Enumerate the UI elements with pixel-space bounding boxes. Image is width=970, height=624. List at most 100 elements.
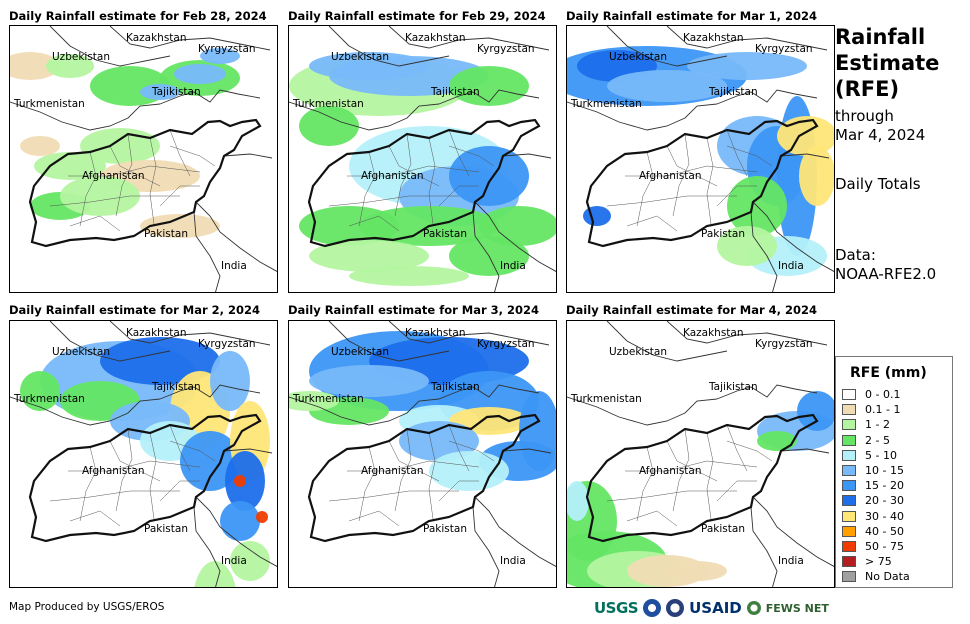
province-border <box>666 440 718 482</box>
map-canvas <box>567 321 834 587</box>
legend-title: RFE (mm) <box>850 365 927 381</box>
province-border <box>79 151 97 227</box>
province-border <box>448 440 495 462</box>
legend-item: 20 - 30 <box>842 493 946 508</box>
province-border <box>438 185 479 207</box>
legend-label: 30 - 40 <box>865 509 904 523</box>
country-label-turkmenistan: Turkmenistan <box>293 393 364 405</box>
rainfall-area <box>234 475 246 487</box>
province-border <box>606 195 737 207</box>
country-label-afghanistan: Afghanistan <box>361 465 424 477</box>
country-label-uzbekistan: Uzbekistan <box>331 346 389 358</box>
province-border <box>448 129 470 177</box>
rainfall-area <box>449 146 529 206</box>
side-title-line2: Estimate <box>835 51 940 75</box>
rainfall-area <box>309 365 429 397</box>
country-border <box>49 26 171 67</box>
province-border <box>328 195 459 207</box>
afghanistan-border <box>307 413 541 543</box>
country-border <box>780 448 830 454</box>
panel-title-mar3: Daily Rainfall estimate for Mar 3, 2024 <box>288 303 540 317</box>
province-border <box>109 145 161 187</box>
country-border <box>606 321 728 362</box>
legend-item: 30 - 40 <box>842 509 946 524</box>
country-label-india: India <box>500 260 526 272</box>
rainfall-area <box>799 146 834 206</box>
legend-item: 40 - 50 <box>842 524 946 539</box>
rainfall-area <box>256 511 268 523</box>
panel-title-feb29: Daily Rainfall estimate for Feb 29, 2024 <box>288 9 546 23</box>
province-border <box>149 137 157 225</box>
rainfall-area <box>567 481 589 521</box>
legend-item: 5 - 10 <box>842 448 946 463</box>
country-border <box>388 321 550 346</box>
rainfall-area <box>479 206 556 246</box>
country-label-uzbekistan: Uzbekistan <box>609 51 667 63</box>
province-border <box>348 215 400 232</box>
usgs-logo: USGS <box>594 599 639 617</box>
legend-label: 15 - 20 <box>865 479 904 493</box>
rainfall-area <box>449 66 529 106</box>
panel-title-mar2: Daily Rainfall estimate for Mar 2, 2024 <box>9 303 261 317</box>
country-border <box>502 153 552 159</box>
country-border <box>109 321 271 346</box>
country-label-kazakhstan: Kazakhstan <box>405 327 466 339</box>
province-border <box>358 151 376 227</box>
panel-title-mar1: Daily Rainfall estimate for Mar 1, 2024 <box>566 9 818 23</box>
province-border <box>49 490 180 502</box>
legend-swatch <box>842 465 856 477</box>
rainfall-area <box>210 351 250 411</box>
country-label-india: India <box>221 555 247 567</box>
province-border <box>438 480 479 502</box>
rainfall-area <box>46 54 94 78</box>
country-border <box>10 101 161 131</box>
legend-swatch <box>842 510 856 522</box>
legend-label: > 75 <box>865 555 892 569</box>
province-border <box>149 432 157 520</box>
country-border <box>289 101 440 131</box>
through-label: through <box>835 107 894 125</box>
legend-swatch <box>842 419 856 431</box>
usaid-logo: USAID <box>689 599 742 617</box>
country-label-tajikistan: Tajikistan <box>431 381 480 393</box>
legend-label: 1 - 2 <box>865 418 890 432</box>
country-label-uzbekistan: Uzbekistan <box>52 51 110 63</box>
province-border <box>716 185 757 207</box>
country-label-afghanistan: Afghanistan <box>639 465 702 477</box>
data-source: Data: NOAA-RFE2.0 <box>835 246 936 284</box>
province-border <box>69 215 121 232</box>
rainfall-area <box>687 52 807 80</box>
country-label-kazakhstan: Kazakhstan <box>683 327 744 339</box>
country-label-kyrgyzstan: Kyrgyzstan <box>755 43 813 55</box>
country-border <box>328 26 450 67</box>
rainfall-area <box>289 391 339 411</box>
state-seal-icon <box>666 599 685 617</box>
through-value: Mar 4, 2024 <box>835 126 926 144</box>
province-border <box>169 440 216 462</box>
country-border <box>223 448 273 454</box>
country-label-tajikistan: Tajikistan <box>709 86 758 98</box>
province-border <box>115 428 133 512</box>
province-border <box>672 428 690 512</box>
country-label-india: India <box>778 260 804 272</box>
rainfall-area <box>20 136 60 156</box>
rainfall-area <box>34 152 106 180</box>
country-label-afghanistan: Afghanistan <box>82 465 145 477</box>
province-border <box>672 133 690 217</box>
partner-logos: USGS USAID FEWS NET <box>594 596 829 620</box>
rainfall-map-mar3: Kazakhstan Kyrgyzstan Uzbekistan Tajikistan… <box>288 320 557 588</box>
legend-swatch <box>842 389 856 401</box>
legend-item: 0 - 0.1 <box>842 387 946 402</box>
map-canvas <box>289 26 556 292</box>
province-border <box>159 185 200 207</box>
country-label-tajikistan: Tajikistan <box>709 381 758 393</box>
province-border <box>69 510 121 527</box>
rainfall-area <box>230 541 270 581</box>
country-border <box>472 506 500 587</box>
country-border <box>472 211 500 292</box>
country-border <box>474 496 556 567</box>
country-label-tajikistan: Tajikistan <box>152 86 201 98</box>
country-label-uzbekistan: Uzbekistan <box>609 346 667 358</box>
rainfall-area <box>667 561 727 581</box>
rainfall-area <box>309 240 429 272</box>
